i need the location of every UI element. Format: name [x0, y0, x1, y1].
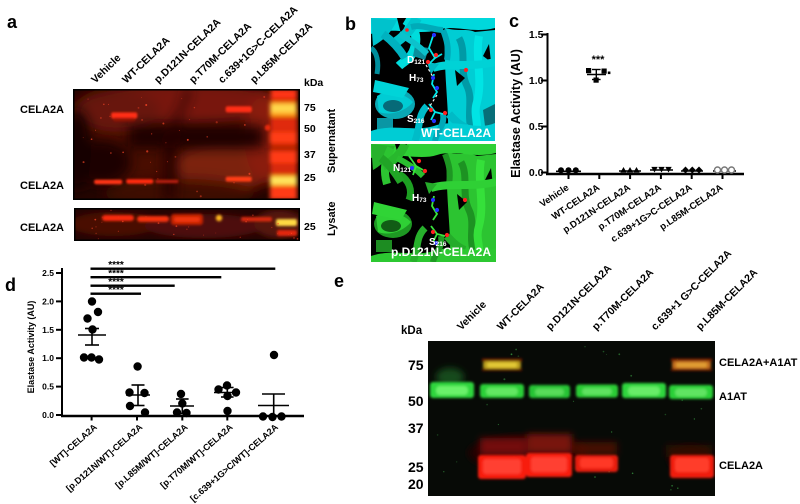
svg-text:D121: D121 [407, 55, 425, 66]
svg-text:****: **** [108, 269, 124, 280]
svg-text:1.0: 1.0 [42, 353, 54, 363]
svg-text:1.5: 1.5 [529, 29, 544, 41]
svg-text:[c.639+1G>C/WT]-CELA2A: [c.639+1G>C/WT]-CELA2A [188, 422, 280, 504]
svg-text:1.0: 1.0 [529, 75, 544, 87]
svg-text:S216: S216 [429, 237, 447, 248]
svg-text:1.5: 1.5 [42, 325, 54, 335]
svg-text:S216: S216 [407, 114, 425, 125]
svg-text:***: *** [592, 54, 606, 66]
svg-text:[p.T70M/WT]-CELA2A: [p.T70M/WT]-CELA2A [158, 422, 235, 491]
svg-text:[p.D121N/WT]-CELA2A: [p.D121N/WT]-CELA2A [64, 422, 145, 494]
svg-text:2.5: 2.5 [42, 268, 54, 278]
svg-text:****: **** [108, 277, 124, 288]
svg-text:Elastase Activity (AU): Elastase Activity (AU) [509, 49, 523, 178]
svg-text:p.D121N-CELA2A: p.D121N-CELA2A [391, 245, 491, 259]
svg-text:WT-CELA2A: WT-CELA2A [421, 126, 491, 140]
svg-text:[p.L85M/WT]-CELA2A: [p.L85M/WT]-CELA2A [113, 422, 190, 491]
svg-text:0.0: 0.0 [529, 167, 544, 179]
svg-text:0.0: 0.0 [42, 410, 54, 420]
svg-text:N121: N121 [393, 163, 411, 174]
svg-text:0.5: 0.5 [529, 121, 544, 133]
svg-text:Elastase Activity (AU): Elastase Activity (AU) [26, 301, 36, 394]
svg-text:2.0: 2.0 [42, 296, 54, 306]
svg-text:****: **** [108, 285, 124, 296]
svg-text:H73: H73 [412, 193, 427, 204]
svg-text:****: **** [108, 260, 124, 271]
svg-text:0.5: 0.5 [42, 382, 54, 392]
svg-text:H73: H73 [409, 73, 424, 84]
